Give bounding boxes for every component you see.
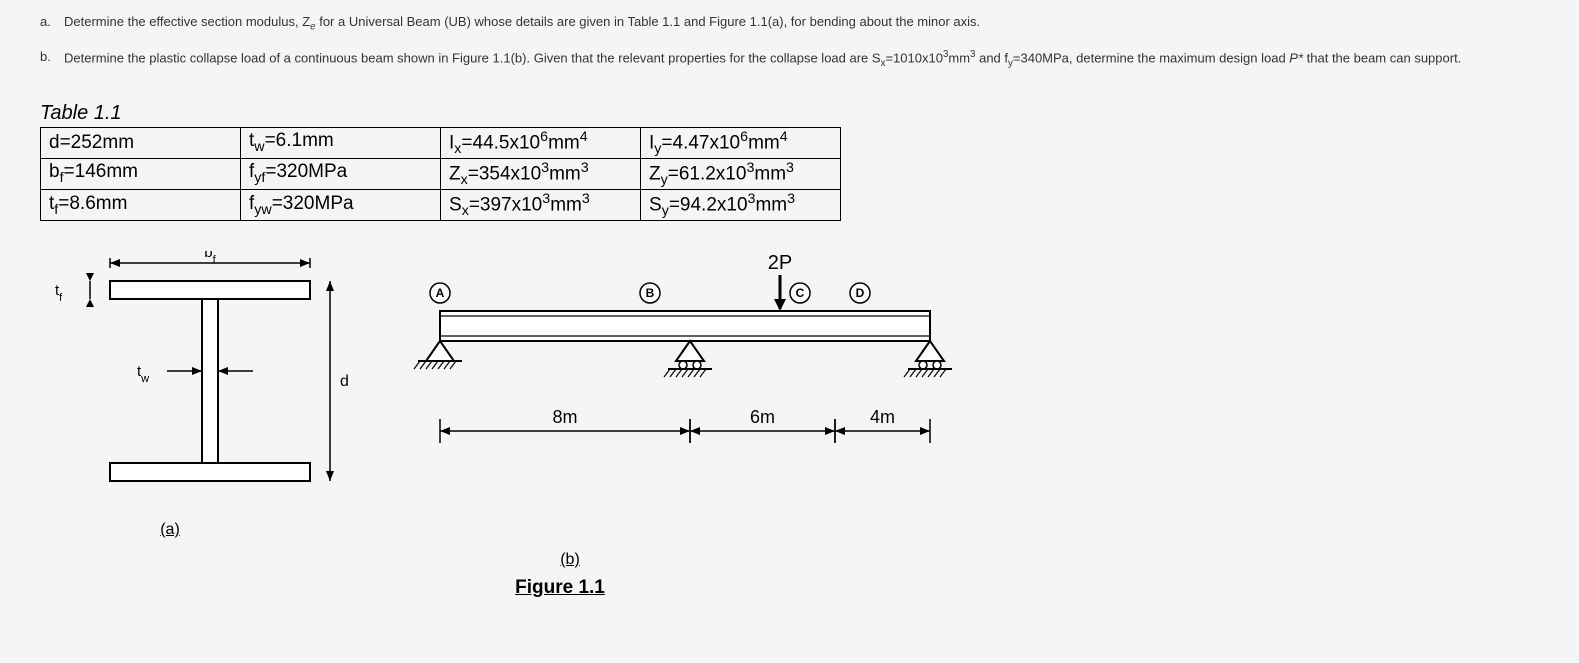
svg-text:C: C xyxy=(796,286,805,300)
table-cell: d=252mm xyxy=(41,127,241,158)
question-b-text: Determine the plastic collapse load of a… xyxy=(64,47,1539,72)
svg-text:8m: 8m xyxy=(552,407,577,427)
svg-text:2P: 2P xyxy=(768,252,792,274)
svg-text:6m: 6m xyxy=(750,407,775,427)
questions-block: a. Determine the effective section modul… xyxy=(40,12,1539,72)
svg-text:D: D xyxy=(856,286,865,300)
table-cell: fyw=320MPa xyxy=(241,189,441,220)
question-a-text: Determine the effective section modulus,… xyxy=(64,12,1539,35)
table-cell: bf=146mm xyxy=(41,158,241,189)
figure-title: Figure 1.1 xyxy=(460,577,660,599)
figure-a-label: (a) xyxy=(140,521,200,539)
table-cell: Ix=44.5x106mm4 xyxy=(441,127,641,158)
table-title: Table 1.1 xyxy=(40,102,1539,125)
svg-text:d: d xyxy=(340,373,349,390)
svg-text:4m: 4m xyxy=(870,407,895,427)
svg-text:A: A xyxy=(436,286,445,300)
figure-b-wrapper: A B C D 2P 8m 6m 4m (b) Figure 1.1 xyxy=(400,251,980,599)
table-row: d=252mmtw=6.1mmIx=44.5x106mm4Iy=4.47x106… xyxy=(41,127,841,158)
question-a-label: a. xyxy=(40,12,56,35)
table-cell: Sy=94.2x103mm3 xyxy=(641,189,841,220)
figure-b: A B C D 2P 8m 6m 4m xyxy=(400,251,980,551)
figure-b-label: (b) xyxy=(540,551,600,569)
table-cell: Sx=397x103mm3 xyxy=(441,189,641,220)
table-cell: Zx=354x103mm3 xyxy=(441,158,641,189)
svg-text:tw: tw xyxy=(137,363,149,385)
table-section: Table 1.1 d=252mmtw=6.1mmIx=44.5x106mm4I… xyxy=(40,102,1539,221)
figure-a-wrapper: bftftwd (a) xyxy=(40,251,360,539)
properties-table: d=252mmtw=6.1mmIx=44.5x106mm4Iy=4.47x106… xyxy=(40,127,841,221)
figure-a-svg: bftftwd xyxy=(40,251,360,511)
svg-text:B: B xyxy=(646,286,655,300)
table-row: tf=8.6mmfyw=320MPaSx=397x103mm3Sy=94.2x1… xyxy=(41,189,841,220)
table-cell: Zy=61.2x103mm3 xyxy=(641,158,841,189)
table-cell: tf=8.6mm xyxy=(41,189,241,220)
table-row: bf=146mmfyf=320MPaZx=354x103mm3Zy=61.2x1… xyxy=(41,158,841,189)
figure-b-svg: A B C D 2P 8m 6m 4m xyxy=(400,251,980,471)
table-cell: Iy=4.47x106mm4 xyxy=(641,127,841,158)
figures-container: bftftwd (a) ABCD2P8m6m4m (b) Figure 1.1 xyxy=(40,251,1539,599)
question-b-label: b. xyxy=(40,47,56,72)
table-cell: tw=6.1mm xyxy=(241,127,441,158)
svg-text:tf: tf xyxy=(55,282,63,304)
question-b: b. Determine the plastic collapse load o… xyxy=(40,47,1539,72)
table-cell: fyf=320MPa xyxy=(241,158,441,189)
question-a: a. Determine the effective section modul… xyxy=(40,12,1539,35)
figure-a: bftftwd xyxy=(40,251,360,521)
